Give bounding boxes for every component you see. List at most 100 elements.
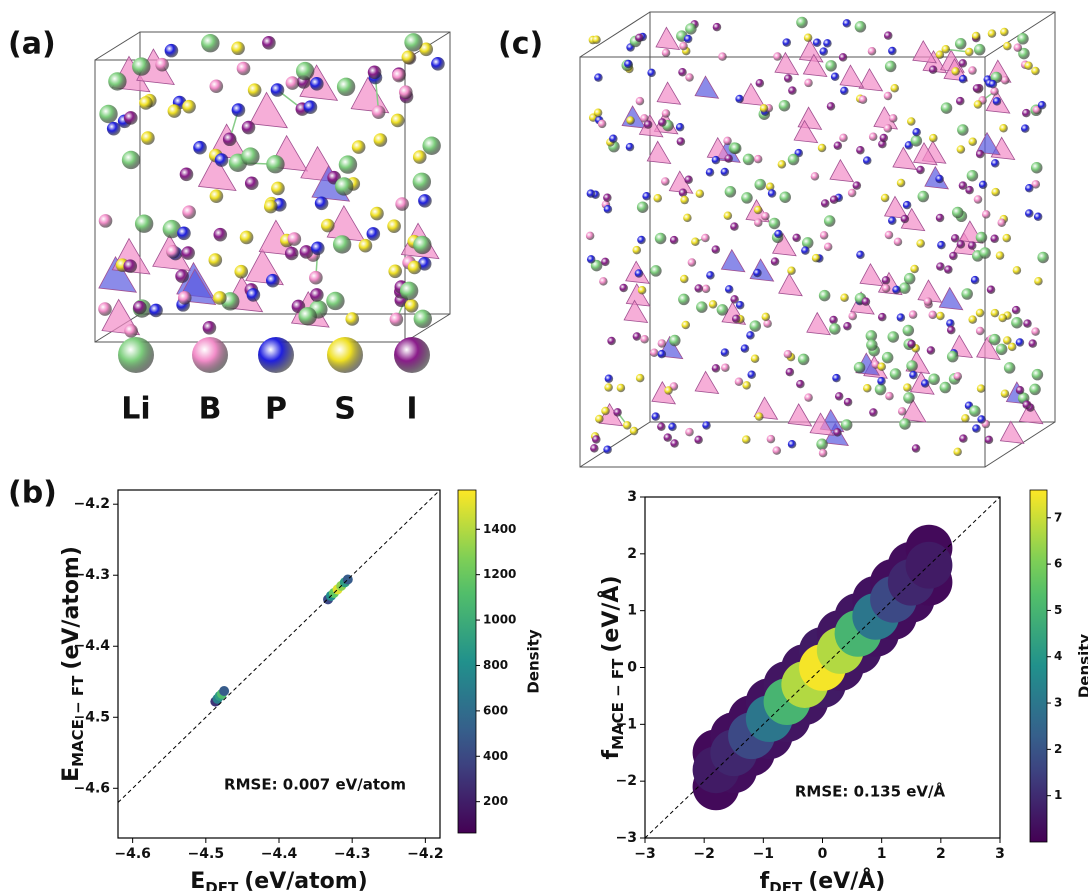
atom bbox=[338, 155, 358, 174]
atom bbox=[1031, 180, 1041, 189]
atom bbox=[370, 206, 384, 221]
atom bbox=[896, 178, 906, 188]
atom bbox=[371, 105, 386, 119]
atom bbox=[810, 172, 820, 181]
annotation: RMSE: 0.007 eV/atom bbox=[224, 776, 406, 794]
atom bbox=[181, 246, 195, 260]
atom bbox=[634, 269, 644, 278]
atom bbox=[903, 383, 912, 392]
atom bbox=[929, 133, 938, 143]
tetrahedron bbox=[749, 258, 775, 282]
atom bbox=[804, 393, 813, 402]
atom bbox=[968, 66, 977, 75]
atom bbox=[1025, 209, 1034, 218]
atom bbox=[848, 311, 857, 321]
legend-swatch bbox=[192, 337, 228, 373]
atom bbox=[753, 205, 763, 215]
atom bbox=[953, 447, 962, 457]
atom bbox=[141, 131, 155, 145]
tetrahedron bbox=[774, 51, 800, 76]
atom bbox=[597, 119, 607, 129]
atom bbox=[155, 57, 169, 72]
atom bbox=[936, 311, 945, 321]
atom bbox=[398, 85, 413, 99]
atom bbox=[1034, 276, 1043, 286]
tetrahedron bbox=[883, 195, 909, 219]
atom bbox=[724, 154, 733, 163]
tetrahedron bbox=[859, 262, 885, 287]
atom bbox=[975, 308, 985, 318]
tetrahedron bbox=[249, 91, 289, 129]
atom bbox=[833, 428, 842, 437]
atom bbox=[193, 140, 207, 155]
atom bbox=[834, 392, 844, 401]
atom bbox=[670, 439, 679, 448]
atom bbox=[784, 74, 793, 83]
colorbar bbox=[457, 489, 477, 834]
atom bbox=[657, 422, 666, 431]
atom bbox=[246, 288, 261, 302]
atom bbox=[389, 312, 404, 327]
atom bbox=[680, 195, 689, 205]
atom bbox=[833, 141, 843, 150]
atom bbox=[711, 245, 721, 254]
atom bbox=[916, 239, 925, 248]
atom bbox=[856, 146, 865, 155]
legend-swatch bbox=[394, 337, 430, 373]
atom bbox=[787, 440, 797, 449]
atom bbox=[755, 78, 765, 88]
legend-swatch bbox=[327, 337, 363, 373]
atom bbox=[234, 264, 249, 279]
atom bbox=[121, 150, 141, 170]
atom bbox=[724, 186, 737, 198]
atom bbox=[134, 214, 154, 233]
atom bbox=[968, 137, 977, 146]
atom bbox=[1017, 33, 1029, 45]
atom bbox=[803, 33, 813, 43]
atom bbox=[792, 233, 801, 243]
structures bbox=[94, 11, 1056, 468]
atom bbox=[954, 38, 967, 50]
axes-frame bbox=[644, 496, 1001, 839]
atom bbox=[1022, 108, 1031, 118]
atom bbox=[657, 349, 667, 359]
tetrahedron bbox=[793, 119, 819, 144]
atom bbox=[893, 237, 903, 247]
atom bbox=[787, 266, 796, 275]
atom bbox=[167, 104, 182, 118]
tetrahedron bbox=[912, 40, 937, 64]
atom bbox=[594, 73, 603, 82]
atom bbox=[1000, 27, 1009, 37]
xlabel-subscript: DFT bbox=[769, 879, 803, 891]
atom bbox=[1028, 339, 1038, 348]
atom bbox=[1003, 336, 1012, 345]
atom bbox=[907, 117, 916, 126]
atom bbox=[1037, 100, 1047, 110]
atom bbox=[586, 189, 596, 198]
atom bbox=[629, 426, 639, 436]
atom bbox=[637, 235, 646, 245]
atom bbox=[778, 99, 791, 112]
atom bbox=[706, 271, 715, 280]
atom bbox=[592, 435, 601, 444]
atom bbox=[285, 76, 300, 90]
atom bbox=[967, 241, 977, 250]
atom bbox=[213, 227, 228, 242]
tetrahedron bbox=[778, 272, 803, 297]
atom bbox=[1025, 184, 1034, 193]
atom bbox=[609, 134, 618, 143]
atom bbox=[958, 59, 968, 68]
atom bbox=[270, 83, 285, 97]
atom bbox=[106, 121, 121, 136]
atom bbox=[881, 276, 891, 285]
tetrahedron bbox=[623, 299, 649, 324]
atom bbox=[643, 120, 653, 129]
atom bbox=[640, 114, 649, 123]
atom bbox=[783, 349, 793, 359]
atom bbox=[335, 177, 354, 196]
atom bbox=[604, 383, 613, 392]
x-tick-label: 0 bbox=[818, 846, 828, 862]
xlabel: EDFT (eV/atom) bbox=[190, 869, 367, 891]
ylabel-subscript: MACE − FT bbox=[609, 658, 627, 750]
atom bbox=[741, 192, 753, 204]
